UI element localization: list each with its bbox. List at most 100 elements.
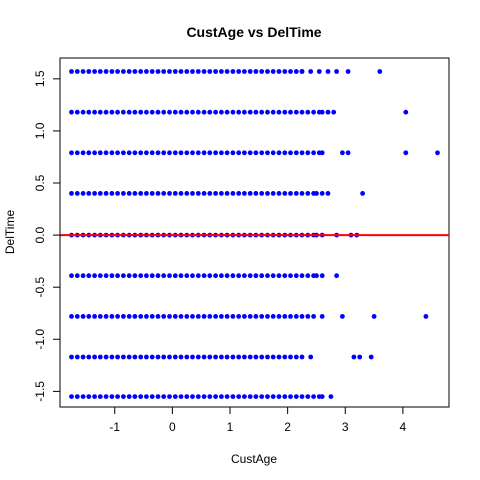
data-point [213, 150, 219, 156]
data-point [259, 191, 265, 196]
data-point [103, 354, 109, 360]
data-point [270, 191, 276, 196]
data-point [86, 354, 92, 360]
data-point [282, 109, 288, 115]
data-point [178, 394, 184, 399]
data-point [270, 354, 276, 360]
data-point [155, 69, 161, 74]
data-point [103, 69, 109, 74]
data-point [132, 314, 138, 319]
x-tick-label: 2 [284, 420, 291, 434]
data-point [242, 150, 247, 156]
data-point [86, 273, 92, 279]
data-point [132, 394, 138, 399]
data-point [259, 394, 265, 399]
data-point [184, 109, 190, 115]
data-point [132, 150, 138, 156]
data-point [132, 273, 138, 279]
data-point [103, 191, 109, 196]
data-point [213, 273, 219, 279]
data-point [92, 394, 97, 399]
data-point [138, 314, 144, 319]
data-point [311, 150, 316, 156]
data-point [155, 394, 161, 399]
data-point [167, 394, 172, 399]
data-point [155, 354, 161, 360]
data-point [219, 69, 224, 74]
data-point [305, 191, 311, 196]
data-point [126, 394, 132, 399]
data-point [201, 354, 207, 360]
data-point [276, 191, 282, 196]
y-tick-label: -0.5 [33, 277, 47, 298]
data-point [299, 314, 305, 319]
data-point [109, 69, 115, 74]
data-point [178, 354, 184, 360]
data-point [149, 150, 155, 156]
data-point [299, 354, 305, 360]
data-point [190, 314, 195, 319]
x-tick-label: 1 [227, 420, 234, 434]
data-point [195, 314, 201, 319]
data-point [253, 394, 259, 399]
data-point [305, 273, 311, 279]
data-point [253, 273, 259, 279]
data-point [224, 354, 230, 360]
data-point [308, 69, 314, 74]
data-point [293, 69, 299, 74]
data-point [161, 69, 167, 74]
data-point [97, 314, 103, 319]
data-point [334, 69, 339, 74]
data-point [325, 109, 331, 115]
data-point [115, 394, 120, 399]
data-point [270, 273, 276, 279]
data-point [207, 150, 213, 156]
data-point [74, 69, 80, 74]
data-point [311, 394, 316, 399]
data-point [86, 191, 92, 196]
data-point [276, 109, 282, 115]
data-point [314, 273, 319, 279]
data-point [155, 273, 161, 279]
data-point [282, 314, 288, 319]
data-point [314, 191, 319, 196]
data-point [201, 314, 207, 319]
data-point [92, 150, 97, 156]
data-point [201, 150, 207, 156]
data-point [86, 394, 92, 399]
data-point [121, 191, 126, 196]
data-point [230, 314, 236, 319]
data-point [195, 150, 201, 156]
data-point [328, 394, 334, 399]
data-point [265, 273, 270, 279]
data-point [74, 109, 80, 115]
data-point [213, 69, 219, 74]
data-point [97, 150, 103, 156]
data-point [109, 273, 115, 279]
data-point [149, 354, 155, 360]
data-point [121, 314, 126, 319]
data-point [213, 354, 219, 360]
data-point [340, 314, 345, 319]
data-point [144, 354, 149, 360]
data-point [368, 354, 374, 360]
data-point [109, 109, 115, 115]
data-point [126, 109, 132, 115]
data-point [340, 150, 345, 156]
data-point [132, 109, 138, 115]
data-point [288, 273, 293, 279]
data-point [109, 394, 115, 399]
data-point [172, 191, 178, 196]
data-point [270, 150, 276, 156]
data-point [236, 273, 242, 279]
data-point [325, 69, 331, 74]
data-point [207, 191, 213, 196]
data-point [224, 191, 230, 196]
data-point [319, 150, 325, 156]
data-point [253, 191, 259, 196]
x-tick-label: 4 [400, 420, 407, 434]
data-point [207, 109, 213, 115]
data-point [178, 109, 184, 115]
data-point [126, 273, 132, 279]
data-point [242, 314, 247, 319]
